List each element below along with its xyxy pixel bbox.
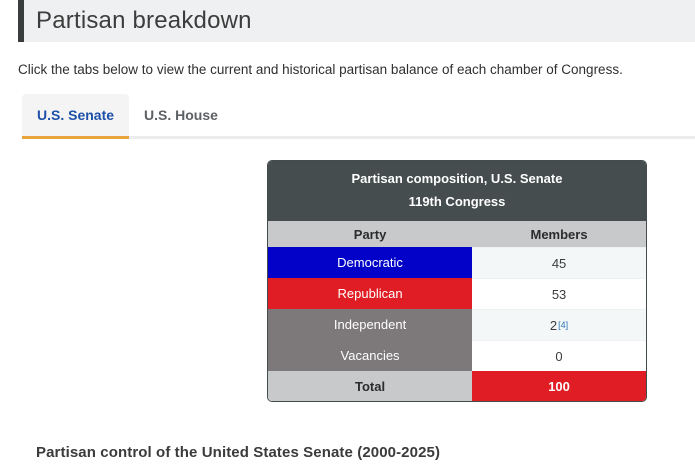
tab-us-senate[interactable]: U.S. Senate	[22, 94, 130, 139]
members-value: 53	[551, 286, 567, 302]
table-row-republican: Republican 53	[268, 278, 646, 309]
tab-us-senate-label: U.S. Senate	[37, 107, 115, 123]
tab-us-house[interactable]: U.S. House	[129, 94, 233, 136]
table-title-line2: 119th Congress	[408, 194, 506, 209]
table-row-independent: Independent 2 [4]	[268, 309, 646, 340]
party-cell-independent: Independent	[268, 309, 473, 340]
column-header-party: Party	[353, 226, 387, 242]
table-row-vacancies: Vacancies 0	[268, 340, 646, 371]
table-row-total: Total 100	[268, 371, 646, 401]
partisan-composition-table: Partisan composition, U.S. Senate 119th …	[267, 160, 647, 402]
members-cell-vacancies: 0	[472, 340, 646, 371]
members-value: 45	[551, 255, 567, 271]
members-cell-democratic: 45	[472, 247, 646, 278]
party-cell-vacancies: Vacancies	[268, 340, 473, 371]
intro-text: Click the tabs below to view the current…	[18, 62, 623, 77]
table-title-line1: Partisan composition, U.S. Senate	[351, 171, 563, 186]
table-column-header-row: Party Members	[268, 221, 646, 247]
total-label-cell: Total	[268, 371, 473, 401]
members-value: 2	[549, 317, 558, 333]
table-row-democratic: Democratic 45	[268, 247, 646, 278]
page-title: Partisan breakdown	[36, 7, 252, 34]
page-header: Partisan breakdown	[18, 0, 695, 42]
party-cell-republican: Republican	[268, 278, 473, 309]
members-cell-republican: 53	[472, 278, 646, 309]
footnote-4-link[interactable]: [4]	[558, 320, 569, 330]
members-value: 0	[555, 348, 563, 364]
party-cell-democratic: Democratic	[268, 247, 473, 278]
total-value-cell: 100	[472, 371, 646, 401]
table-title: Partisan composition, U.S. Senate 119th …	[268, 161, 646, 221]
column-header-members: Members	[530, 226, 588, 242]
chamber-tabbar: U.S. Senate U.S. House	[22, 94, 695, 139]
tab-us-house-label: U.S. House	[144, 107, 218, 123]
members-cell-independent: 2 [4]	[472, 309, 646, 340]
section-heading: Partisan control of the United States Se…	[36, 444, 441, 461]
